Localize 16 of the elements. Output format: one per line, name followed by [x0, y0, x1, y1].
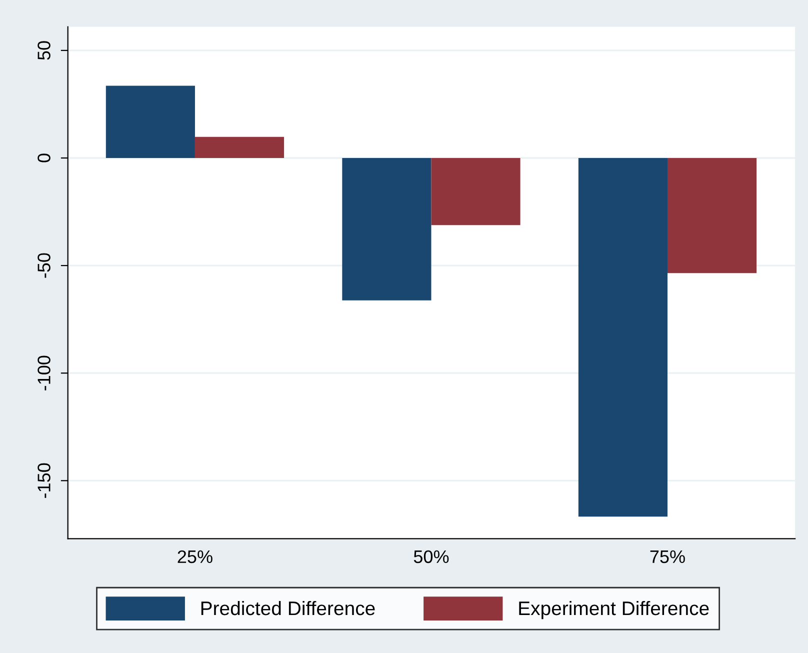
bar [106, 86, 195, 158]
y-tick-label: -50 [38, 253, 50, 278]
legend-label: Predicted Difference [201, 600, 375, 616]
y-tick-label: -150 [38, 463, 50, 498]
y-tick-label: 0 [38, 154, 50, 162]
bar [667, 158, 757, 274]
y-tick-label: 50 [38, 41, 50, 60]
x-tick-label: 25% [178, 550, 212, 564]
legend-label: Experiment Difference [519, 600, 709, 620]
bar [431, 158, 520, 226]
bar [342, 158, 432, 300]
y-tick-label: -100 [38, 356, 50, 390]
x-tick-label: 50% [414, 550, 449, 564]
bar [194, 136, 284, 158]
bar [578, 158, 668, 517]
x-tick-label: 75% [650, 550, 685, 564]
